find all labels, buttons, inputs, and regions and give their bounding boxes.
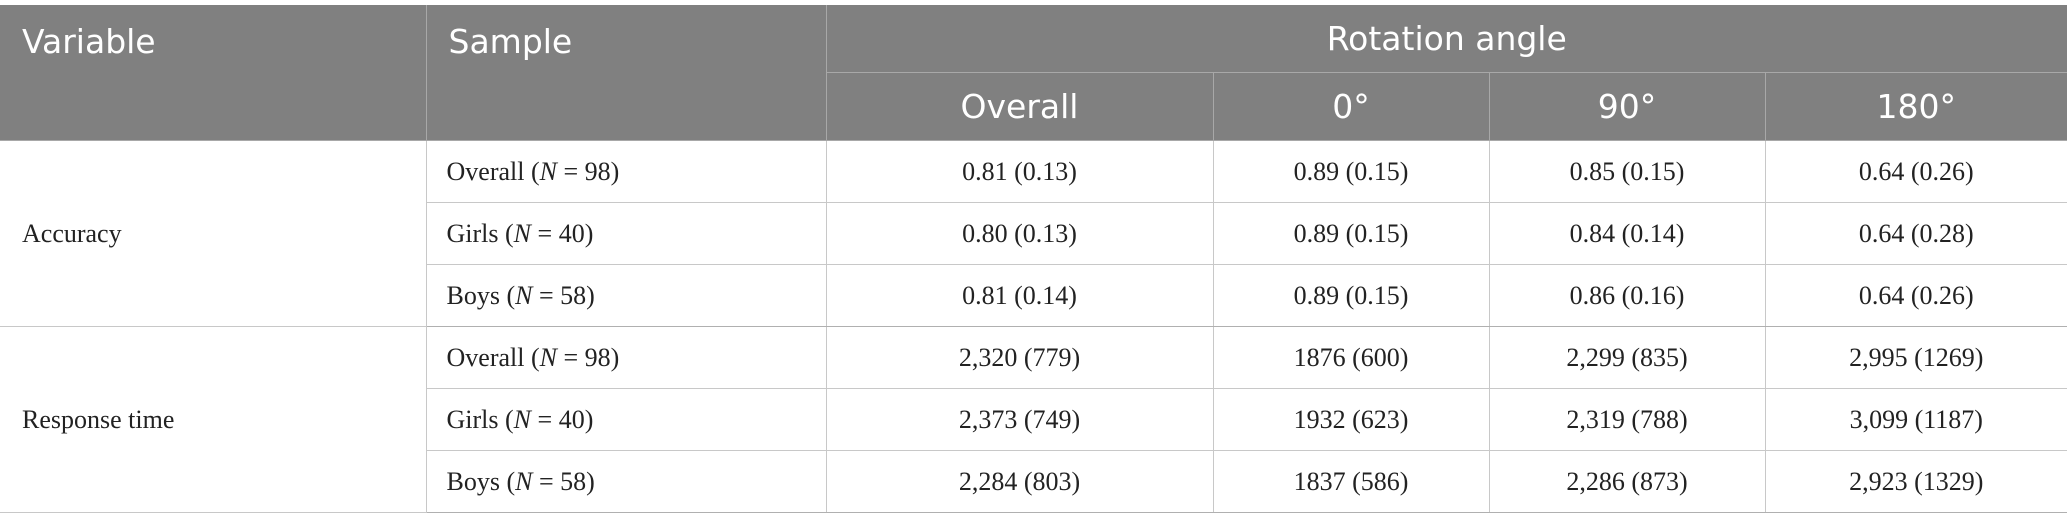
sample-label: Girls [446,404,499,434]
value-cell: 2,319 (788) [1489,388,1766,451]
value-cell: 0.89 (0.15) [1213,140,1490,203]
value-cell: 2,373 (749) [826,388,1214,451]
sample-label: Overall [446,342,525,372]
value-cell: 2,320 (779) [826,326,1214,389]
header-rotation-angle: Rotation angle [826,5,2067,73]
value-cell: 2,299 (835) [1489,326,1766,389]
value-cell: 0.64 (0.28) [1765,202,2067,265]
n-symbol: N [539,342,557,372]
n-symbol: N [513,218,532,248]
table-row: Girls (N = 40) 2,373 (749) 1932 (623) 2,… [0,388,2067,451]
value-cell: 0.64 (0.26) [1765,264,2067,327]
sample-cell: Overall (N = 98) [426,326,827,389]
value-cell: 2,923 (1329) [1765,450,2067,513]
table-row: Accuracy Overall (N = 98) 0.81 (0.13) 0.… [0,140,2067,327]
sample-n: 40 [558,218,585,248]
table-row: Boys (N = 58) 0.81 (0.14) 0.89 (0.15) 0.… [0,264,2067,327]
header-col-90: 90° [1489,72,1766,141]
table-row: Girls (N = 40) 0.80 (0.13) 0.89 (0.15) 0… [0,202,2067,265]
value-cell: 0.89 (0.15) [1213,202,1490,265]
sample-n: 40 [558,404,585,434]
value-cell: 0.84 (0.14) [1489,202,1766,265]
table-row: Boys (N = 58) 2,284 (803) 1837 (586) 2,2… [0,450,2067,513]
value-cell: 1876 (600) [1213,326,1490,389]
value-cell: 1837 (586) [1213,450,1490,513]
n-symbol: N [515,466,533,496]
sample-n: 58 [560,466,587,496]
sample-label: Boys [446,280,500,310]
table-row: Response time Overall (N = 98) 2,320 (77… [0,326,2067,513]
sample-n: 58 [560,280,587,310]
results-table: Variable Sample Rotation angle Overall 0… [0,5,2067,513]
sample-cell: Overall (N = 98) [426,140,827,203]
sample-cell: Girls (N = 40) [426,202,827,265]
n-symbol: N [513,404,532,434]
sample-cell: Girls (N = 40) [426,388,827,451]
sample-label: Overall [446,156,525,186]
value-cell: 0.89 (0.15) [1213,264,1490,327]
value-cell: 2,286 (873) [1489,450,1766,513]
value-cell: 0.81 (0.13) [826,140,1214,203]
header-sample: Sample [426,5,827,141]
header-row-2: Overall 0° 90° 180° [0,72,2067,141]
value-cell: 2,284 (803) [826,450,1214,513]
sample-cell: Boys (N = 58) [426,264,827,327]
variable-cell: Response time [0,326,427,513]
data-table-container: Variable Sample Rotation angle Overall 0… [0,5,2067,513]
table-body: Accuracy Overall (N = 98) 0.81 (0.13) 0.… [0,140,2067,513]
variable-cell: Accuracy [0,140,427,327]
header-col-overall: Overall [826,72,1214,141]
value-cell: 0.85 (0.15) [1489,140,1766,203]
value-cell: 0.64 (0.26) [1765,140,2067,203]
sample-n: 98 [584,156,611,186]
header-col-180: 180° [1765,72,2067,141]
header-row-1: Variable Sample Rotation angle [0,5,2067,141]
value-cell: 1932 (623) [1213,388,1490,451]
sample-label: Girls [446,218,499,248]
sample-n: 98 [584,342,611,372]
n-symbol: N [515,280,533,310]
value-cell: 0.80 (0.13) [826,202,1214,265]
header-variable: Variable [0,5,427,141]
value-cell: 0.86 (0.16) [1489,264,1766,327]
value-cell: 3,099 (1187) [1765,388,2067,451]
sample-cell: Boys (N = 58) [426,450,827,513]
value-cell: 2,995 (1269) [1765,326,2067,389]
sample-label: Boys [446,466,500,496]
value-cell: 0.81 (0.14) [826,264,1214,327]
header-col-0: 0° [1213,72,1490,141]
n-symbol: N [539,156,557,186]
